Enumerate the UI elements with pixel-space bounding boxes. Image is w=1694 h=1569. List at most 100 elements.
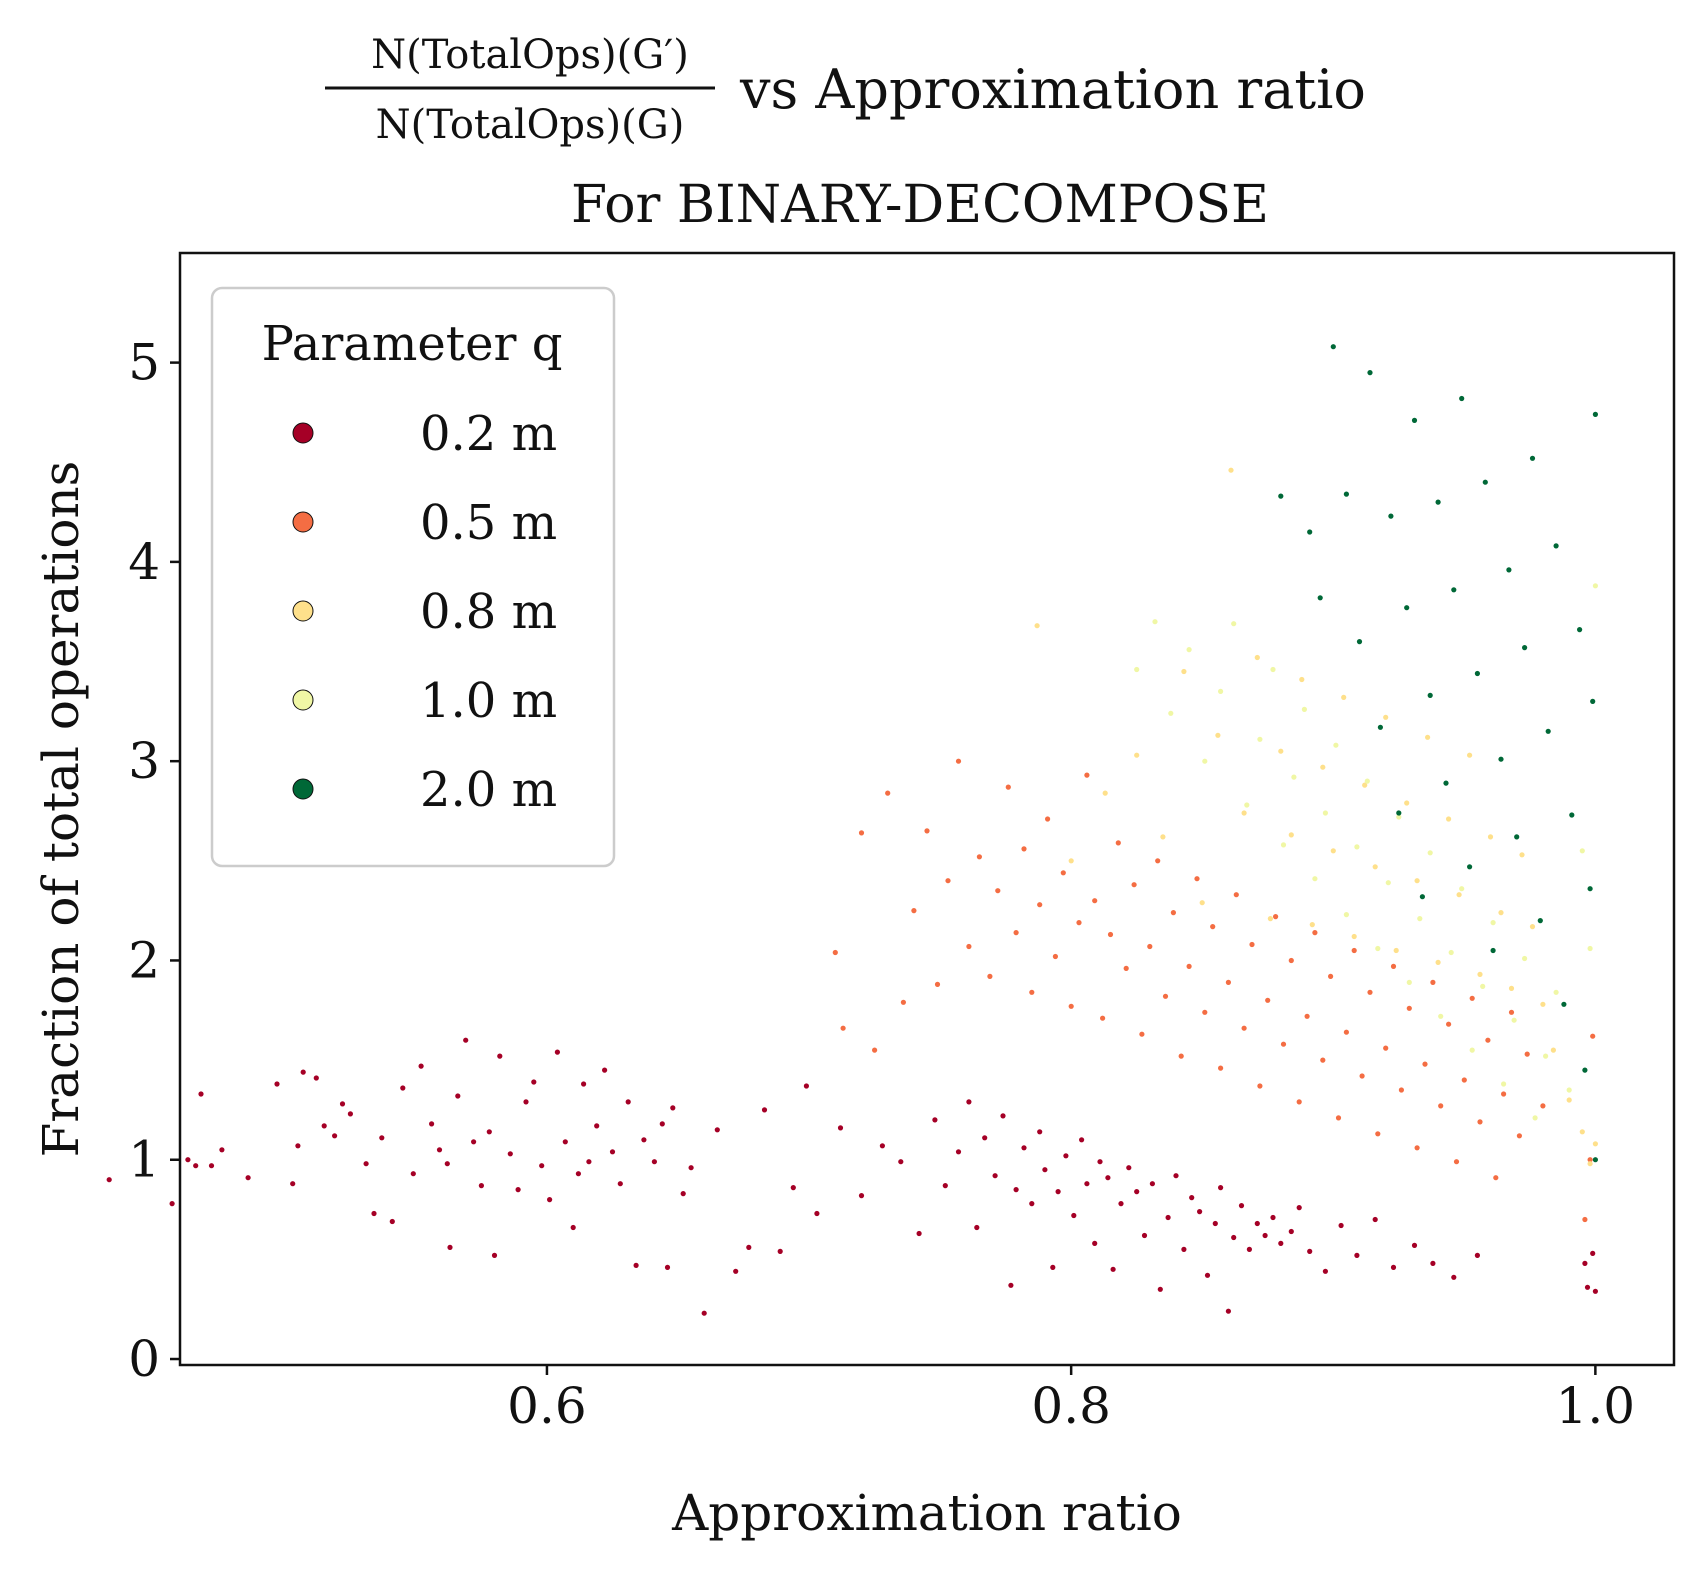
data-point: [814, 1210, 820, 1217]
data-point: [208, 1163, 215, 1169]
data-point: [1398, 1087, 1404, 1093]
data-point: [1393, 947, 1399, 954]
data-point: [1529, 924, 1536, 930]
data-point: [1218, 1185, 1224, 1191]
data-point: [976, 854, 983, 860]
data-point: [1021, 846, 1027, 852]
data-point: [1579, 848, 1585, 854]
data-point: [995, 888, 1001, 894]
data-point: [400, 1085, 406, 1091]
data-point: [1590, 698, 1596, 705]
data-point: [617, 1181, 623, 1187]
data-point: [581, 1081, 587, 1087]
data-point: [1084, 1181, 1090, 1187]
y-tick-label: 0: [128, 1330, 160, 1388]
data-point: [916, 1230, 922, 1237]
data-point: [1414, 878, 1420, 884]
data-point: [1134, 1189, 1140, 1195]
data-point: [1553, 989, 1559, 995]
data-point: [858, 830, 865, 836]
data-point: [1498, 756, 1504, 762]
data-point: [554, 1049, 561, 1055]
data-point: [1351, 947, 1357, 954]
data-point: [1241, 1025, 1247, 1031]
data-point: [1446, 816, 1452, 822]
data-point: [515, 1187, 521, 1193]
data-point: [1320, 764, 1326, 770]
data-point: [313, 1075, 319, 1081]
data-point: [1312, 930, 1318, 936]
data-point: [1233, 892, 1239, 898]
data-point: [463, 1037, 469, 1043]
data-point: [1186, 963, 1192, 970]
data-point: [987, 973, 993, 980]
data-point: [1540, 1001, 1546, 1007]
data-point: [193, 1163, 199, 1169]
data-point: [1453, 1159, 1460, 1165]
data-point: [1254, 654, 1260, 661]
data-point: [1511, 1017, 1517, 1023]
data-point: [1430, 1260, 1436, 1266]
data-point: [371, 1210, 377, 1217]
data-point: [1165, 1214, 1171, 1221]
title-line2: For BINARY-DECOMPOSE: [571, 175, 1269, 235]
series-4: [1278, 344, 1598, 1163]
data-point: [1068, 858, 1074, 864]
data-point: [1448, 949, 1454, 956]
data-point: [1149, 1181, 1155, 1187]
data-point: [1170, 910, 1176, 916]
data-point: [840, 1025, 846, 1031]
data-point: [1212, 1220, 1218, 1227]
data-point: [1540, 1103, 1546, 1109]
data-point: [1456, 892, 1462, 898]
data-point: [1396, 814, 1402, 820]
data-point: [1375, 1131, 1381, 1137]
data-point: [594, 1123, 600, 1129]
data-point: [1288, 1228, 1294, 1235]
data-point: [389, 1218, 395, 1225]
data-point: [1367, 370, 1373, 376]
data-point: [1579, 1129, 1585, 1135]
data-point: [1050, 1264, 1056, 1270]
data-point: [321, 1123, 327, 1129]
data-point: [1317, 595, 1323, 601]
data-point: [539, 1163, 545, 1169]
data-point: [1005, 784, 1011, 790]
data-point: [1469, 1047, 1475, 1053]
y-tick-label: 3: [128, 732, 160, 790]
data-point: [1485, 1037, 1491, 1043]
data-point: [1115, 840, 1121, 846]
data-point: [1100, 1015, 1106, 1021]
legend-items: 0.2 m 0.5 m 0.8 m 1.0 m 2.0 m: [292, 406, 557, 818]
data-point: [1592, 411, 1598, 417]
data-point: [1330, 848, 1336, 854]
data-point: [1162, 993, 1169, 999]
data-point: [1372, 864, 1378, 870]
data-point: [1071, 1212, 1077, 1219]
data-point: [1590, 1033, 1596, 1039]
title-fraction-numerator: N(TotalOps)(G′): [371, 32, 689, 78]
data-point: [1029, 989, 1035, 995]
legend-title: Parameter q: [262, 316, 563, 372]
data-point: [1123, 965, 1129, 972]
axis-ticks: 0.6 0.8 1.0 0 1 2 3 4 5: [128, 334, 1635, 1435]
legend-label: 2.0 m: [420, 762, 557, 818]
data-point: [1354, 1252, 1360, 1258]
data-point: [1446, 1021, 1452, 1027]
data-point: [1467, 864, 1473, 870]
title-line1-suffix: vs Approximation ratio: [739, 58, 1366, 121]
data-point: [1508, 985, 1515, 992]
x-tick-label: 0.6: [507, 1377, 587, 1435]
data-point: [455, 1093, 461, 1099]
data-point: [347, 1111, 353, 1117]
data-point: [746, 1244, 752, 1250]
data-point: [1364, 778, 1370, 784]
data-point: [633, 1262, 639, 1268]
data-point: [106, 1177, 112, 1183]
data-point: [1383, 714, 1389, 720]
data-point: [1288, 832, 1294, 838]
data-point: [1029, 1201, 1035, 1207]
data-point: [1438, 1103, 1444, 1109]
data-point: [1506, 567, 1512, 573]
data-point: [1338, 1222, 1344, 1229]
